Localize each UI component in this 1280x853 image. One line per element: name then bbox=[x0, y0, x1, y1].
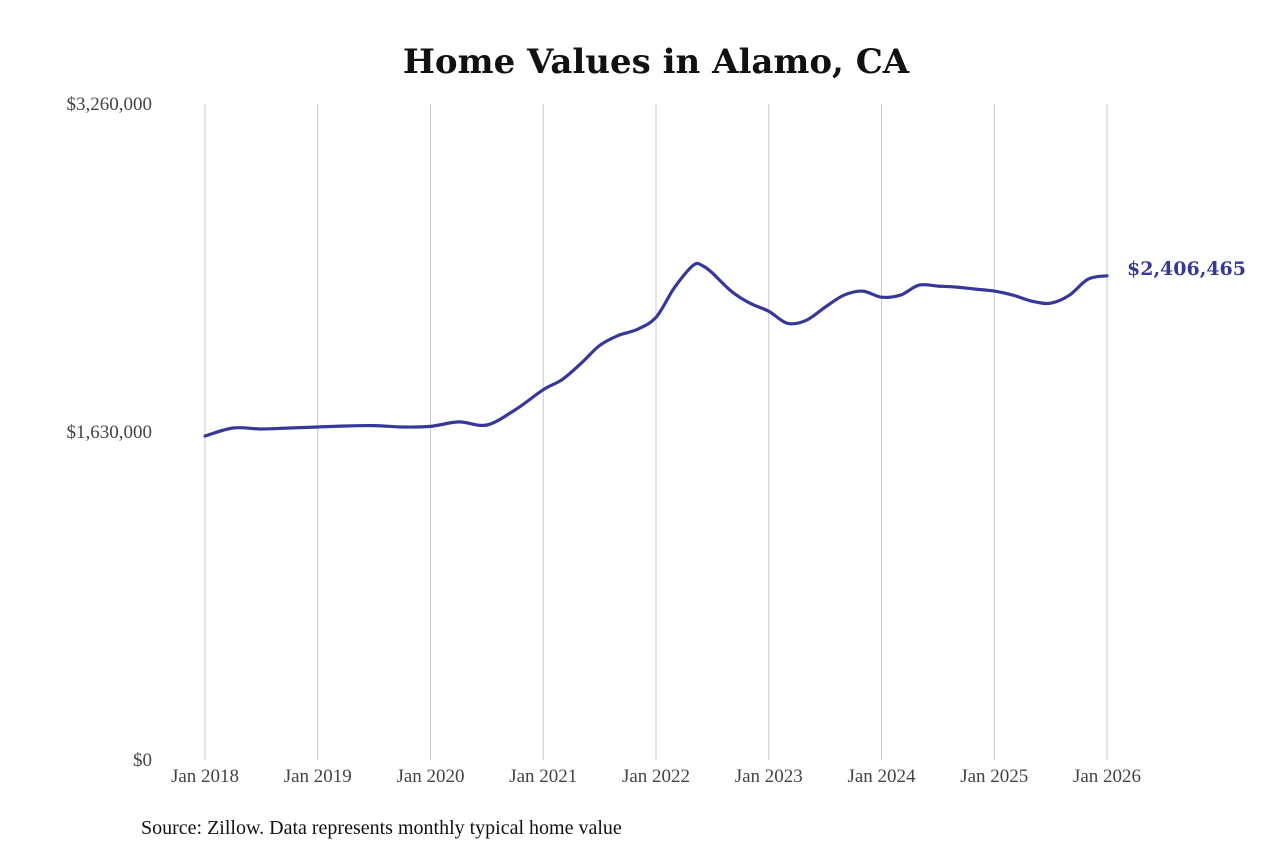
y-axis-ticks: $3,260,000 $1,630,000 $0 bbox=[67, 94, 153, 771]
x-tick-label: Jan 2023 bbox=[735, 766, 803, 787]
x-tick-label: Jan 2021 bbox=[509, 766, 577, 787]
x-tick-label: Jan 2026 bbox=[1073, 766, 1141, 787]
last-value-label: $2,406,465 bbox=[1127, 258, 1246, 280]
y-tick-label: $3,260,000 bbox=[67, 94, 153, 115]
x-tick-label: Jan 2020 bbox=[396, 766, 464, 787]
x-tick-label: Jan 2019 bbox=[284, 766, 352, 787]
x-tick-label: Jan 2024 bbox=[847, 766, 916, 787]
chart-title: Home Values in Alamo, CA bbox=[403, 42, 910, 82]
y-tick-label: $0 bbox=[133, 750, 152, 771]
x-axis-ticks: Jan 2018 Jan 2019 Jan 2020 Jan 2021 Jan 2022… bbox=[171, 766, 1141, 787]
y-tick-label: $1,630,000 bbox=[67, 422, 153, 443]
series-line bbox=[203, 261, 1109, 438]
x-tick-label: Jan 2022 bbox=[622, 766, 690, 787]
x-tick-label: Jan 2018 bbox=[171, 766, 239, 787]
x-tick-label: Jan 2025 bbox=[960, 766, 1028, 787]
gridlines bbox=[204, 104, 1108, 760]
source-note: Source: Zillow. Data represents monthly … bbox=[141, 817, 622, 839]
